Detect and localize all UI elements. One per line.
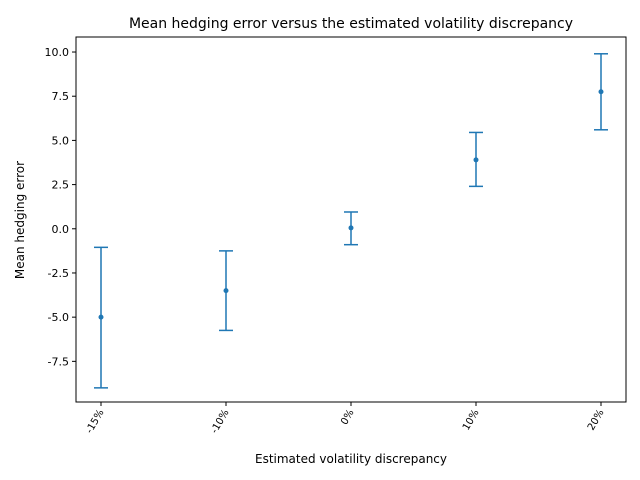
- data-point: [473, 157, 479, 163]
- y-tick-label: 5.0: [52, 134, 70, 147]
- y-tick-label: 10.0: [45, 46, 70, 59]
- data-point: [223, 288, 229, 294]
- x-tick-label: -15%: [84, 408, 106, 436]
- x-tick-label: 20%: [586, 408, 607, 433]
- plot-area: -7.5 -5.0 -2.5 0.0 2.5 5.0 7.5 10.0 -15% -10% 0% 10…: [45, 46, 608, 436]
- y-tick-label: -7.5: [48, 355, 69, 368]
- y-tick-label: 0.0: [52, 223, 70, 236]
- y-tick-label: 7.5: [52, 90, 70, 103]
- y-tick-label: 2.5: [52, 179, 70, 192]
- data-point: [98, 314, 104, 320]
- chart-title: Mean hedging error versus the estimated …: [129, 16, 573, 32]
- x-tick-label: 0%: [339, 408, 356, 427]
- y-tick-label: -5.0: [48, 311, 69, 324]
- x-axis-label: Estimated volatility discrepancy: [255, 452, 447, 466]
- y-axis-label: Mean hedging error: [13, 161, 27, 279]
- x-tick-label: 10%: [461, 408, 482, 433]
- x-tick-label: -10%: [209, 408, 231, 436]
- data-point: [598, 89, 604, 95]
- plot-frame: [75, 36, 627, 403]
- y-tick-label: -2.5: [48, 267, 69, 280]
- data-point: [348, 225, 354, 231]
